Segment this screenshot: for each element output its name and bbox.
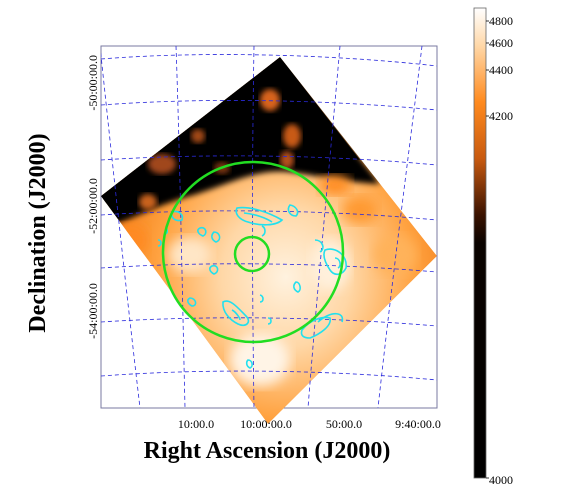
coordinate-grid: [101, 46, 437, 408]
colorbar-label: 4000: [489, 473, 513, 487]
colorbar-label: 4600: [489, 36, 513, 50]
colorbar-gradient: [473, 7, 487, 479]
y-tick-label: -54:00:00.0: [86, 283, 100, 339]
y-axis-title: Declination (J2000): [25, 133, 51, 332]
outer-region-circle: [161, 160, 345, 344]
y-tick-label: -52:00:00.0: [86, 178, 100, 234]
x-tick-label: 50:00.0: [326, 417, 362, 431]
y-tick-label: -50:00:00.0: [86, 55, 100, 111]
x-axis-title: Right Ascension (J2000): [144, 438, 391, 464]
x-tick-label: 10:00:00.0: [240, 417, 292, 431]
cyan-contours: [157, 204, 347, 369]
inner-region-circle: [233, 235, 271, 273]
colorbar-label: 4200: [489, 109, 513, 123]
x-tick-label: 10:00.0: [178, 417, 214, 431]
x-tick-label: 9:40:00.0: [395, 417, 441, 431]
colorbar-label: 4400: [489, 63, 513, 77]
colorbar-label: 4800: [489, 14, 513, 28]
colorbar: 4800 4600 4400 4200 4000: [473, 7, 513, 487]
